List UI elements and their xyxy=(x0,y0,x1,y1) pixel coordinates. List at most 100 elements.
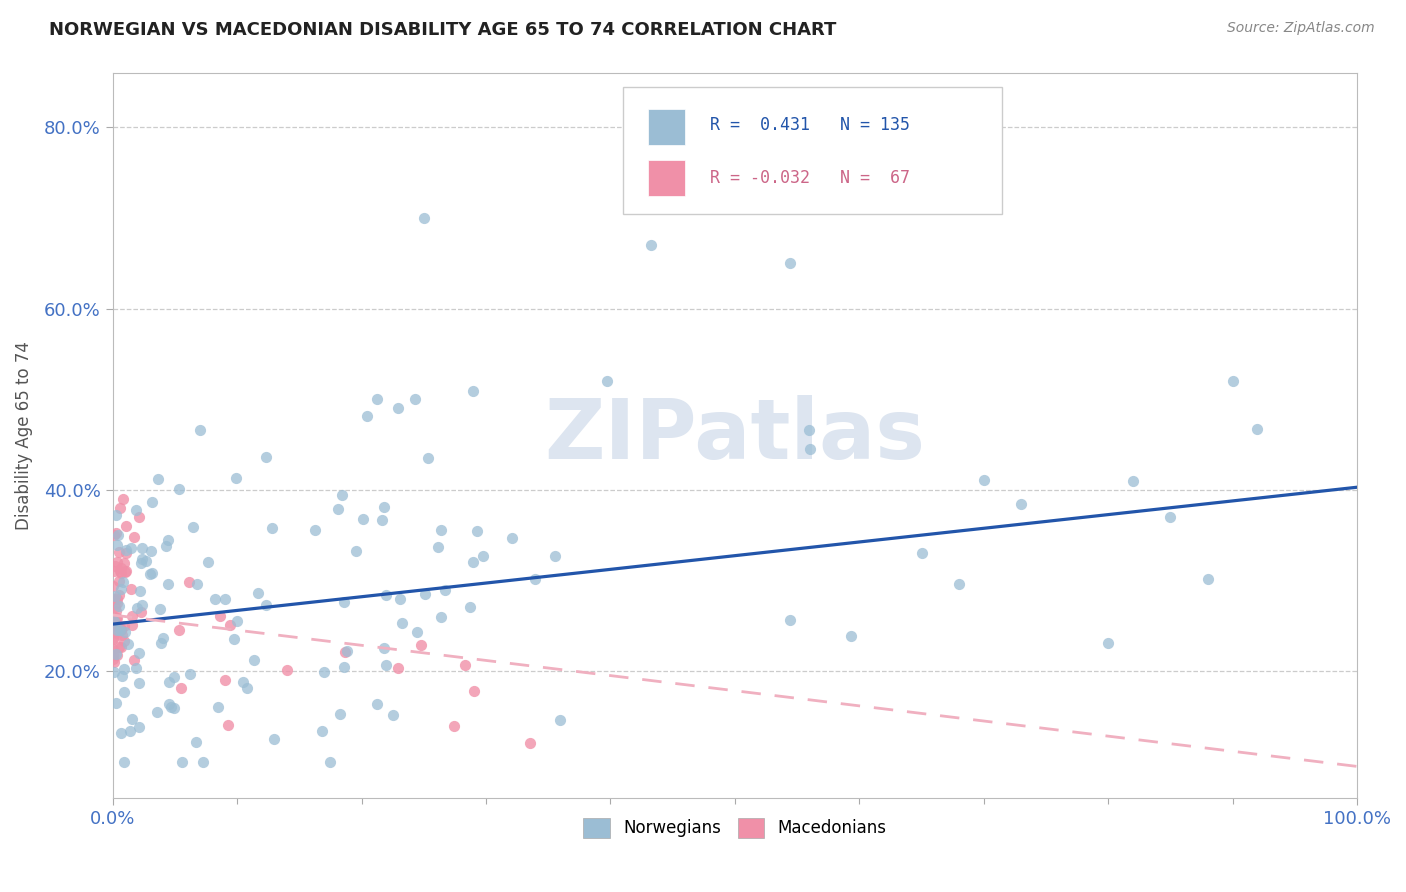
Point xyxy=(139,544,162,558)
Point xyxy=(114,625,136,640)
Point xyxy=(127,601,149,615)
Point xyxy=(1159,509,1181,524)
Point xyxy=(387,660,409,674)
Point xyxy=(413,587,436,601)
Point xyxy=(409,638,432,652)
Point xyxy=(105,648,128,662)
Text: Source: ZipAtlas.com: Source: ZipAtlas.com xyxy=(1227,21,1375,35)
Point xyxy=(103,665,125,680)
Point xyxy=(112,755,135,769)
Point xyxy=(217,717,239,731)
Point xyxy=(114,634,136,648)
Point xyxy=(374,657,396,672)
Point xyxy=(103,655,125,669)
Point xyxy=(243,653,266,667)
FancyBboxPatch shape xyxy=(623,87,1002,214)
Point xyxy=(101,618,124,632)
Point xyxy=(181,520,204,534)
Point xyxy=(103,641,125,656)
Point xyxy=(131,541,153,555)
FancyBboxPatch shape xyxy=(648,109,685,145)
Point xyxy=(197,556,219,570)
Point xyxy=(105,538,128,552)
Point xyxy=(111,669,134,683)
Point xyxy=(129,556,152,570)
Point xyxy=(799,442,821,457)
Text: R =  0.431   N = 135: R = 0.431 N = 135 xyxy=(710,117,910,135)
Point xyxy=(1010,497,1032,511)
Point xyxy=(1197,572,1219,586)
Point xyxy=(120,582,142,596)
Point xyxy=(328,707,350,722)
Point xyxy=(1246,422,1268,436)
Point xyxy=(973,473,995,487)
Point xyxy=(1122,475,1144,489)
Point xyxy=(101,652,124,666)
Point xyxy=(146,472,169,486)
Point xyxy=(121,609,143,624)
Point xyxy=(135,554,157,568)
Point xyxy=(105,623,128,637)
Point xyxy=(108,501,131,516)
Point xyxy=(352,511,374,525)
Text: NORWEGIAN VS MACEDONIAN DISABILITY AGE 65 TO 74 CORRELATION CHART: NORWEGIAN VS MACEDONIAN DISABILITY AGE 6… xyxy=(49,21,837,38)
Point xyxy=(141,566,163,580)
Point xyxy=(103,599,125,614)
Point xyxy=(103,528,125,542)
Point xyxy=(413,211,436,225)
Point xyxy=(160,699,183,714)
Point xyxy=(330,488,353,502)
Point xyxy=(105,604,128,618)
Point xyxy=(157,675,180,690)
Point xyxy=(104,559,127,574)
FancyBboxPatch shape xyxy=(648,160,685,196)
Point xyxy=(156,533,179,548)
Point xyxy=(108,640,131,655)
Point xyxy=(910,546,932,560)
Point xyxy=(139,566,162,581)
Point xyxy=(179,575,201,590)
Point xyxy=(125,503,148,517)
Point xyxy=(103,612,125,626)
Point xyxy=(104,621,127,635)
Point xyxy=(373,641,395,656)
Point xyxy=(103,614,125,628)
Point xyxy=(101,648,124,662)
Point xyxy=(155,539,177,553)
Point xyxy=(131,552,153,566)
Point xyxy=(225,615,247,629)
Point xyxy=(186,735,208,749)
Point xyxy=(232,674,254,689)
Point xyxy=(318,755,340,769)
Point xyxy=(430,524,453,538)
Point xyxy=(105,508,128,522)
Point xyxy=(122,653,145,667)
Point xyxy=(387,401,409,416)
Point xyxy=(519,736,541,750)
Point xyxy=(112,556,135,570)
Point xyxy=(110,566,132,581)
Point xyxy=(104,590,127,604)
Point xyxy=(1097,635,1119,649)
Point xyxy=(427,540,450,554)
Point xyxy=(312,665,335,679)
Point xyxy=(418,450,440,465)
Point xyxy=(472,549,495,563)
Point xyxy=(104,647,127,661)
Point xyxy=(461,384,484,399)
Point xyxy=(335,645,357,659)
Point xyxy=(110,725,132,739)
Point xyxy=(103,564,125,578)
Point xyxy=(433,583,456,598)
Point xyxy=(548,714,571,728)
Point xyxy=(128,720,150,734)
Point xyxy=(366,392,388,407)
Point xyxy=(373,500,395,514)
Point xyxy=(430,610,453,624)
Point xyxy=(458,600,481,615)
Point xyxy=(163,670,186,684)
Point xyxy=(110,560,132,574)
Point xyxy=(406,625,429,640)
Point xyxy=(544,549,567,564)
Point xyxy=(104,611,127,625)
